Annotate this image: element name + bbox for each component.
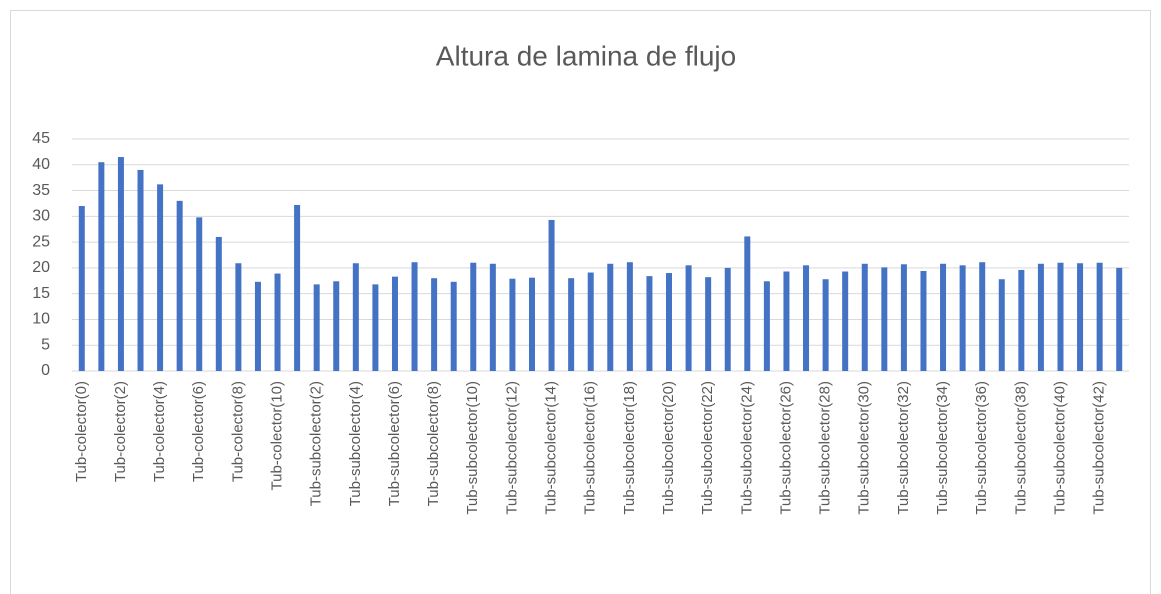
bar [137,169,144,371]
bar [900,264,907,371]
bar [117,157,124,371]
bar [215,236,222,371]
bar [274,273,281,371]
bar [1018,269,1025,371]
bar [176,200,183,371]
bar [1116,267,1123,371]
bar [626,262,633,371]
bar [509,278,516,371]
bar [1077,263,1084,371]
bar [666,273,673,371]
x-tick-label: Tub-subcolector(2) [308,381,325,506]
y-tick-label: 45 [32,130,50,147]
bar [548,219,555,371]
bar [940,263,947,371]
bar [489,263,496,371]
bar [783,271,790,371]
x-tick-label: Tub-colector(0) [73,381,90,482]
bar [372,284,379,371]
x-tick-label: Tub-colector(10) [268,381,285,490]
x-tick-label: Tub-subcolector(16) [582,381,599,515]
bar [587,272,594,371]
bar [744,236,751,371]
bar [822,279,829,371]
y-tick-label: 10 [32,311,50,328]
x-tick-label: Tub-subcolector(14) [543,381,560,515]
bar [294,204,301,371]
bar [881,267,888,371]
x-tick-label: Tub-subcolector(10) [464,381,481,515]
bar [235,263,242,371]
bar [78,206,85,371]
bar [98,162,105,371]
bar [685,265,692,371]
bar [1096,262,1103,371]
bar [568,278,575,371]
bar [196,217,203,371]
y-tick-label: 0 [41,362,50,379]
x-tick-label: Tub-subcolector(22) [699,381,716,515]
bar [411,262,418,371]
y-tick-label: 40 [32,156,50,173]
bar [254,281,261,371]
bar [705,277,712,371]
x-tick-label: Tub-colector(4) [151,381,168,482]
x-tick-label: Tub-subcolector(20) [660,381,677,515]
bar [646,276,653,371]
bar [998,279,1005,371]
bar [803,265,810,371]
x-tick-label: Tub-subcolector(18) [621,381,638,515]
x-tick-label: Tub-colector(6) [190,381,207,482]
x-tick-label: Tub-subcolector(4) [347,381,364,506]
x-tick-label: Tub-subcolector(32) [895,381,912,515]
x-tick-label: Tub-subcolector(34) [934,381,951,515]
y-tick-label: 25 [32,233,50,250]
bar [861,263,868,371]
bar [724,267,731,371]
bar [979,262,986,371]
y-tick-label: 20 [32,259,50,276]
x-tick-label: Tub-subcolector(24) [738,381,755,515]
x-tick-label: Tub-subcolector(6) [386,381,403,506]
bar [450,281,457,371]
x-tick-label: Tub-subcolector(40) [1051,381,1068,515]
y-tick-label: 15 [32,285,50,302]
y-tick-label: 5 [41,336,50,353]
x-tick-label: Tub-subcolector(26) [777,381,794,515]
x-tick-label: Tub-subcolector(12) [503,381,520,515]
bar [313,284,320,371]
bar [157,184,164,371]
bar [959,265,966,371]
bar [528,277,535,371]
x-tick-label: Tub-subcolector(36) [973,381,990,515]
bar [431,278,438,371]
x-tick-label: Tub-subcolector(28) [817,381,834,515]
y-tick-label: 35 [32,182,50,199]
bar [470,262,477,371]
bar [391,276,398,371]
bar [842,271,849,371]
bar [1037,263,1044,371]
x-tick-label: Tub-colector(2) [112,381,129,482]
bar [920,270,927,371]
x-tick-label: Tub-subcolector(38) [1012,381,1029,515]
bar [607,263,614,371]
bar [1057,262,1064,371]
x-tick-label: Tub-subcolector(30) [856,381,873,515]
bar [763,281,770,371]
bar [333,281,340,371]
x-tick-label: Tub-colector(8) [229,381,246,482]
chart-title: Altura de lamina de flujo [436,40,736,71]
y-tick-label: 30 [32,208,50,225]
x-tick-label: Tub-subcolector(42) [1091,381,1108,515]
bar [352,263,359,371]
x-tick-label: Tub-subcolector(8) [425,381,442,506]
